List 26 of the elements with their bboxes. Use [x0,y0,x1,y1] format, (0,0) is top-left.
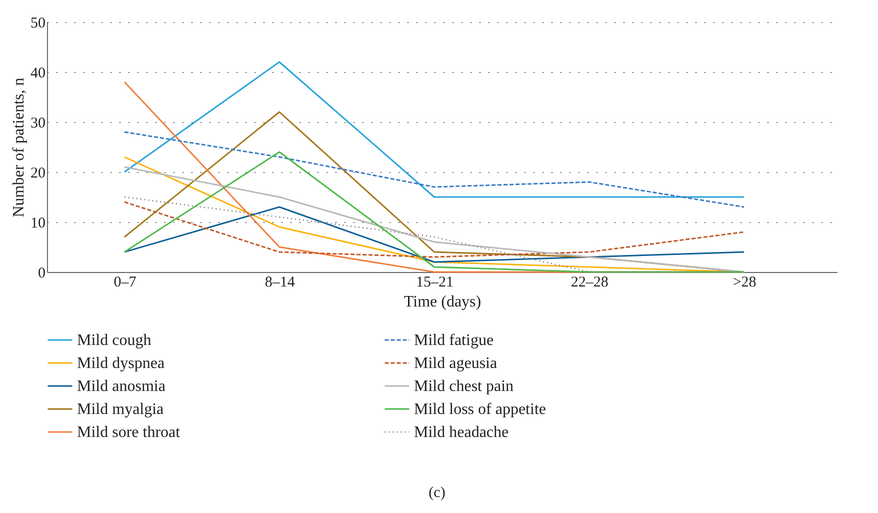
legend-label: Mild sore throat [77,424,181,441]
legend-label: Mild fatigue [414,332,494,349]
y-tick-label: 20 [30,166,46,182]
x-tick-label: 15–21 [416,274,454,290]
y-axis-title: Number of patients, n [10,78,28,218]
x-tick-label: >28 [732,274,756,290]
legend-label: Mild dyspnea [77,355,165,372]
x-tick-label: 0–7 [114,274,137,290]
x-axis-title: Time (days) [404,294,482,310]
legend-label: Mild headache [414,424,509,441]
y-tick-label: 0 [38,266,46,282]
x-tick-label: 22–28 [570,274,608,290]
line-series [124,196,745,273]
legend-label: Mild loss of appetite [414,401,546,418]
text: (c) [428,485,446,501]
legend-label: Mild anosmia [77,378,166,395]
x-tick-label: 8–14 [264,274,296,290]
y-tick-label: 30 [30,116,46,132]
line-series [124,131,745,208]
y-tick-label: 40 [30,66,46,82]
legend-label: Mild myalgia [77,401,164,418]
y-tick-label: 50 [30,16,46,32]
y-tick-label: 10 [30,216,46,232]
legend-label: Mild ageusia [414,355,498,372]
legend-label: Mild chest pain [414,378,514,395]
legend-label: Mild cough [77,332,152,349]
